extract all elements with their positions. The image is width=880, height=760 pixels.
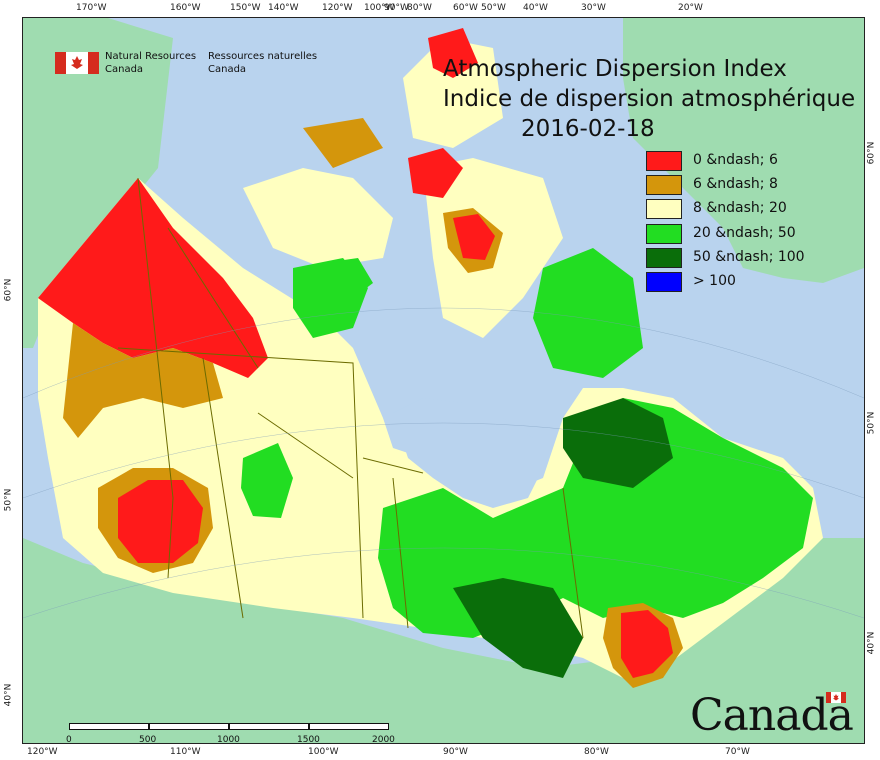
- lon-label-top: 60°W: [453, 3, 478, 13]
- map-frame: Natural Resources Canada Ressources natur…: [22, 17, 865, 744]
- lon-label-top: 30°W: [581, 3, 606, 13]
- legend-swatch: [646, 223, 682, 244]
- legend-swatch: [646, 247, 682, 268]
- hudson-bay: [393, 398, 543, 508]
- provincial-borders: [117, 177, 584, 639]
- legend-label: 6 &ndash; 8: [693, 176, 778, 193]
- lat-label-right: 40°N: [866, 631, 877, 655]
- lon-label-bottom: 90°W: [443, 747, 468, 757]
- legend-label: 8 &ndash; 20: [693, 200, 787, 217]
- legend-label: > 100: [693, 272, 736, 289]
- scale-tick-label: 2000 km: [372, 735, 395, 744]
- scale-bar: 0 500 1000 1500 2000 km: [66, 723, 395, 744]
- nrcan-logo: Natural Resources Canada Ressources natur…: [55, 50, 365, 78]
- scale-segment: [149, 723, 229, 730]
- lon-label-top: 80°W: [407, 3, 432, 13]
- lon-label-bottom: 80°W: [584, 747, 609, 757]
- wordmark-flag-icon: [826, 692, 846, 703]
- agency-name-en: Natural Resources Canada: [105, 51, 197, 75]
- legend-label: 20 &ndash; 50: [693, 224, 796, 241]
- scale-segment: [309, 723, 389, 730]
- scale-segment: [229, 723, 309, 730]
- agency-name-fr: Ressources naturelles Canada: [208, 51, 318, 75]
- legend-swatch: [646, 175, 682, 196]
- usa-landmass: [23, 538, 864, 743]
- lat-label-left: 50°N: [3, 488, 14, 512]
- canada-flag-icon: [55, 52, 99, 74]
- scale-tick-label: 1000: [217, 735, 240, 744]
- lon-label-bottom: 110°W: [170, 747, 201, 757]
- alaska-landmass: [23, 18, 173, 348]
- legend-swatch: [646, 271, 682, 292]
- title-fr: Indice de dispersion atmosphérique: [443, 86, 856, 112]
- lon-label-top: 120°W: [322, 3, 353, 13]
- arctic-islands: [243, 168, 393, 268]
- darkgreen-zone: [453, 578, 583, 678]
- legend-swatch: [646, 199, 682, 220]
- lat-label-left: 40°N: [3, 683, 14, 707]
- legend-label: 0 &ndash; 6: [693, 152, 778, 168]
- lon-label-bottom: 100°W: [308, 747, 339, 757]
- lon-label-bottom: 70°W: [725, 747, 750, 757]
- legend-swatch: [646, 151, 682, 171]
- dispersion-map: [23, 18, 864, 743]
- lat-label-right: 60°N: [866, 141, 877, 165]
- lat-label-left: 60°N: [3, 278, 14, 302]
- green-zone-prairie: [241, 443, 293, 518]
- scale-tick-label: 0: [66, 735, 72, 744]
- lon-label-top: 100°W: [364, 3, 395, 13]
- legend-label: 50 &ndash; 100: [693, 248, 805, 265]
- map-title: Atmospheric Dispersion Index Indice de d…: [443, 54, 855, 144]
- green-zone-east: [378, 398, 813, 638]
- lon-label-top: 170°W: [76, 3, 107, 13]
- lon-label-top: 50°W: [481, 3, 506, 13]
- red-zone-northwest: [38, 178, 268, 378]
- scale-segment: [69, 723, 149, 730]
- lon-label-top: 20°W: [678, 3, 703, 13]
- title-date: 2016-02-18: [521, 116, 655, 142]
- greenland-landmass: [623, 18, 864, 283]
- lon-label-top: 160°W: [170, 3, 201, 13]
- lon-label-top: 90°W: [384, 3, 409, 13]
- scale-tick-label: 500: [139, 735, 157, 744]
- lon-label-top: 150°W: [230, 3, 261, 13]
- lon-label-top: 140°W: [268, 3, 299, 13]
- scale-tick-label: 1500: [297, 735, 320, 744]
- title-en: Atmospheric Dispersion Index: [443, 56, 787, 82]
- lon-label-bottom: 120°W: [27, 747, 58, 757]
- lat-label-right: 50°N: [866, 411, 877, 435]
- lon-label-top: 40°W: [523, 3, 548, 13]
